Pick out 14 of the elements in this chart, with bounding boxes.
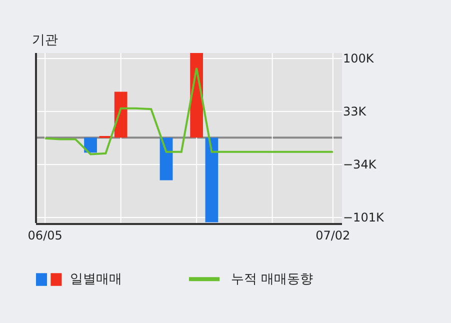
bar — [205, 138, 218, 222]
line-series — [44, 67, 334, 156]
y-tick-label: −101K — [343, 210, 385, 225]
y-tick-label: 100K — [343, 52, 375, 66]
bar — [84, 138, 97, 153]
x-tick-label: 07/02 — [316, 228, 350, 242]
y-tick-label: −34K — [343, 158, 378, 172]
x-tick-label: 06/05 — [28, 228, 62, 242]
bar — [160, 138, 173, 180]
chart-title: 기관 — [32, 33, 58, 48]
legend-label: 일별매매 — [70, 272, 122, 287]
bar — [114, 92, 128, 138]
y-tick-label: 33K — [343, 104, 368, 119]
legend-label: 누적 매매동향 — [231, 272, 314, 287]
